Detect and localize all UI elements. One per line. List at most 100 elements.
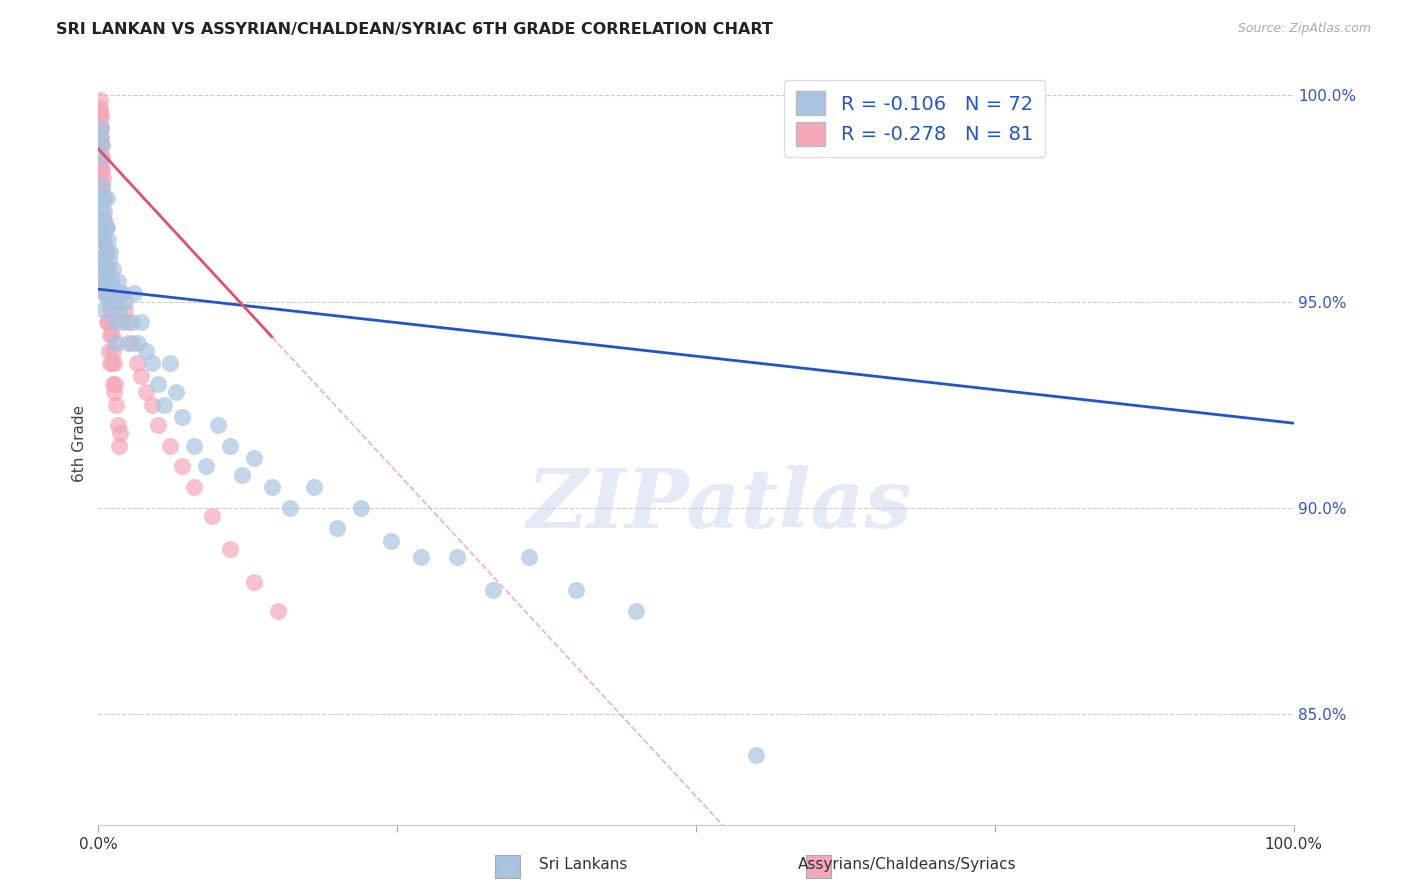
Point (91, 179, 114, 194)
Point (101, 344, 124, 359)
Point (94, 286, 117, 301)
Point (107, 418, 129, 433)
Point (89, 121, 111, 136)
Point (91, 286, 114, 301)
Point (91, 162, 114, 177)
Point (127, 335, 149, 350)
Point (201, 508, 224, 523)
Point (89, 104, 111, 119)
Point (565, 583, 588, 598)
Point (98, 356, 122, 370)
Point (101, 376, 124, 391)
Point (141, 356, 163, 370)
Point (98, 294, 121, 309)
Point (93, 233, 115, 247)
Point (91, 192, 114, 206)
Point (101, 261, 124, 276)
Point (114, 302, 136, 317)
Point (89, 170, 111, 185)
Point (90, 137, 112, 152)
Point (98, 302, 122, 317)
Point (121, 335, 143, 350)
Point (90, 129, 112, 144)
Point (90, 192, 112, 206)
Point (94, 261, 117, 276)
Point (125, 356, 148, 370)
Point (103, 294, 125, 309)
Point (89, 117, 111, 131)
Point (91, 253, 114, 268)
Point (91, 233, 114, 247)
Point (107, 302, 129, 317)
Point (100, 327, 122, 342)
Point (90, 212, 112, 227)
Point (107, 274, 129, 288)
Point (91, 150, 114, 164)
Point (104, 315, 127, 329)
Point (90, 109, 112, 123)
Point (93, 192, 115, 206)
Point (90, 121, 112, 136)
Point (90, 137, 112, 152)
Point (231, 467, 253, 482)
Point (96, 245, 118, 260)
Point (90, 192, 112, 206)
Point (626, 604, 648, 618)
Point (90, 121, 112, 136)
Point (111, 315, 134, 329)
Point (89, 137, 111, 152)
Point (135, 344, 157, 359)
Point (96, 286, 118, 301)
Point (105, 398, 128, 412)
Text: Assyrians/Chaldeans/Syriacs: Assyrians/Chaldeans/Syriacs (797, 857, 1017, 872)
Point (97, 233, 120, 247)
Point (89, 101, 111, 115)
Point (90, 179, 112, 194)
Point (108, 426, 131, 441)
Point (243, 451, 266, 466)
Point (380, 533, 402, 548)
Point (91, 203, 114, 218)
Point (91, 179, 114, 194)
Point (148, 418, 170, 433)
Point (117, 315, 139, 329)
Point (93, 203, 115, 218)
Point (105, 335, 128, 350)
Point (96, 261, 118, 276)
Point (326, 521, 349, 535)
Point (117, 335, 139, 350)
Point (148, 376, 170, 391)
Point (91, 261, 114, 276)
Text: SRI LANKAN VS ASSYRIAN/CHALDEAN/SYRIAC 6TH GRADE CORRELATION CHART: SRI LANKAN VS ASSYRIAN/CHALDEAN/SYRIAC 6… (56, 22, 773, 37)
Point (219, 541, 242, 556)
Point (94, 245, 117, 260)
Point (98, 286, 122, 301)
Point (104, 376, 127, 391)
Point (96, 192, 118, 206)
Point (98, 286, 121, 301)
Point (89, 150, 111, 164)
Point (93, 302, 115, 317)
Point (96, 261, 118, 276)
Point (98, 245, 122, 260)
Point (219, 439, 242, 453)
Point (94, 245, 117, 260)
Point (350, 500, 373, 515)
Point (411, 550, 433, 565)
Point (93, 261, 115, 276)
Point (97, 315, 120, 329)
Point (93, 212, 115, 227)
Point (141, 398, 163, 412)
Point (90, 212, 112, 227)
Point (97, 286, 120, 301)
Point (91, 233, 114, 247)
Point (153, 398, 176, 412)
Point (93, 253, 115, 268)
Point (108, 286, 131, 301)
Point (172, 459, 194, 474)
Point (267, 604, 290, 618)
Point (135, 385, 157, 400)
Point (93, 274, 115, 288)
Point (195, 459, 218, 474)
Point (91, 137, 114, 152)
